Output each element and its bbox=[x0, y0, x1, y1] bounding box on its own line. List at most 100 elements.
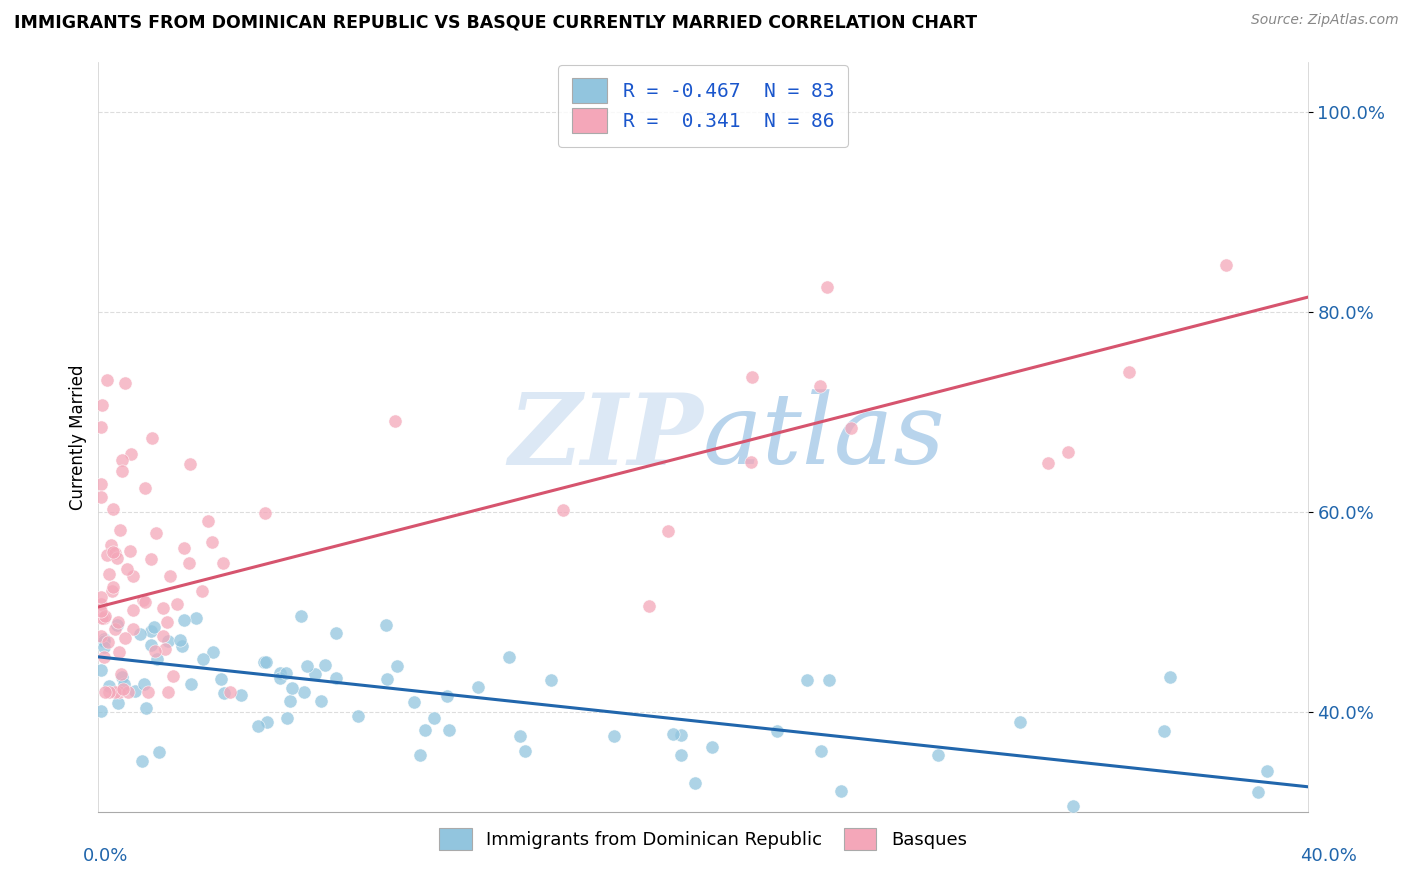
Point bbox=[101, 580, 124, 594]
Point bbox=[683, 776, 706, 790]
Point bbox=[1247, 785, 1270, 799]
Point bbox=[278, 694, 301, 708]
Point bbox=[254, 655, 277, 669]
Point bbox=[201, 645, 224, 659]
Point bbox=[107, 696, 129, 710]
Point bbox=[810, 744, 832, 758]
Point bbox=[90, 420, 112, 434]
Point bbox=[256, 714, 278, 729]
Point bbox=[93, 634, 115, 648]
Point bbox=[122, 622, 145, 636]
Point bbox=[139, 552, 162, 566]
Point bbox=[384, 414, 406, 428]
Legend: Immigrants from Dominican Republic, Basques: Immigrants from Dominican Republic, Basq… bbox=[430, 819, 976, 859]
Point bbox=[134, 481, 156, 495]
Point bbox=[107, 685, 129, 699]
Point bbox=[131, 754, 153, 768]
Point bbox=[292, 685, 315, 699]
Point bbox=[184, 611, 207, 625]
Point bbox=[513, 744, 536, 758]
Point bbox=[1215, 258, 1237, 272]
Point bbox=[129, 627, 152, 641]
Point bbox=[155, 642, 177, 657]
Point bbox=[375, 672, 398, 686]
Point bbox=[212, 686, 235, 700]
Point bbox=[191, 584, 214, 599]
Point bbox=[274, 666, 297, 681]
Point bbox=[325, 671, 347, 685]
Point bbox=[115, 562, 138, 576]
Point bbox=[211, 672, 233, 686]
Point bbox=[98, 566, 121, 581]
Point bbox=[159, 568, 181, 582]
Point bbox=[375, 617, 398, 632]
Text: atlas: atlas bbox=[703, 390, 946, 484]
Point bbox=[108, 524, 131, 538]
Point bbox=[152, 601, 174, 615]
Point bbox=[112, 676, 135, 690]
Point bbox=[436, 690, 458, 704]
Point bbox=[90, 604, 112, 618]
Point bbox=[669, 728, 692, 742]
Point bbox=[145, 525, 167, 540]
Point bbox=[90, 704, 112, 718]
Point bbox=[90, 629, 112, 643]
Point bbox=[201, 535, 224, 549]
Text: 0.0%: 0.0% bbox=[83, 847, 128, 864]
Point bbox=[134, 595, 156, 609]
Point bbox=[146, 652, 169, 666]
Point bbox=[117, 685, 139, 699]
Point bbox=[166, 597, 188, 611]
Point bbox=[603, 729, 626, 743]
Point bbox=[121, 569, 143, 583]
Point bbox=[657, 524, 679, 539]
Point bbox=[173, 541, 195, 555]
Text: IMMIGRANTS FROM DOMINICAN REPUBLIC VS BASQUE CURRENTLY MARRIED CORRELATION CHART: IMMIGRANTS FROM DOMINICAN REPUBLIC VS BA… bbox=[14, 13, 977, 31]
Point bbox=[93, 610, 115, 624]
Point bbox=[104, 623, 127, 637]
Point bbox=[105, 550, 128, 565]
Point bbox=[114, 376, 136, 390]
Point bbox=[839, 421, 862, 435]
Point bbox=[467, 681, 489, 695]
Point bbox=[156, 615, 179, 629]
Point bbox=[114, 631, 136, 645]
Point bbox=[131, 593, 153, 607]
Point bbox=[97, 635, 120, 649]
Point bbox=[143, 620, 166, 634]
Y-axis label: Currently Married: Currently Married bbox=[69, 364, 87, 510]
Point bbox=[112, 681, 135, 696]
Point bbox=[290, 608, 312, 623]
Point bbox=[100, 538, 122, 552]
Point bbox=[437, 723, 460, 738]
Text: Source: ZipAtlas.com: Source: ZipAtlas.com bbox=[1251, 13, 1399, 28]
Text: ZIP: ZIP bbox=[508, 389, 703, 485]
Point bbox=[1334, 278, 1357, 293]
Point bbox=[702, 739, 724, 754]
Point bbox=[1153, 724, 1175, 739]
Point bbox=[98, 680, 121, 694]
Point bbox=[1118, 365, 1140, 379]
Point bbox=[741, 369, 763, 384]
Point bbox=[193, 652, 215, 666]
Point bbox=[139, 624, 162, 638]
Point bbox=[103, 546, 125, 560]
Point bbox=[197, 514, 219, 528]
Point bbox=[169, 633, 191, 648]
Point bbox=[498, 649, 520, 664]
Point bbox=[509, 729, 531, 743]
Point bbox=[314, 658, 336, 673]
Point bbox=[295, 659, 318, 673]
Point bbox=[269, 671, 291, 685]
Point bbox=[132, 677, 155, 691]
Point bbox=[91, 611, 114, 625]
Point bbox=[136, 685, 159, 699]
Point bbox=[423, 711, 446, 725]
Point bbox=[90, 663, 112, 677]
Point bbox=[1374, 318, 1396, 333]
Point bbox=[269, 666, 291, 681]
Point bbox=[104, 685, 127, 699]
Point bbox=[404, 695, 426, 709]
Point bbox=[152, 629, 174, 643]
Point bbox=[101, 502, 124, 516]
